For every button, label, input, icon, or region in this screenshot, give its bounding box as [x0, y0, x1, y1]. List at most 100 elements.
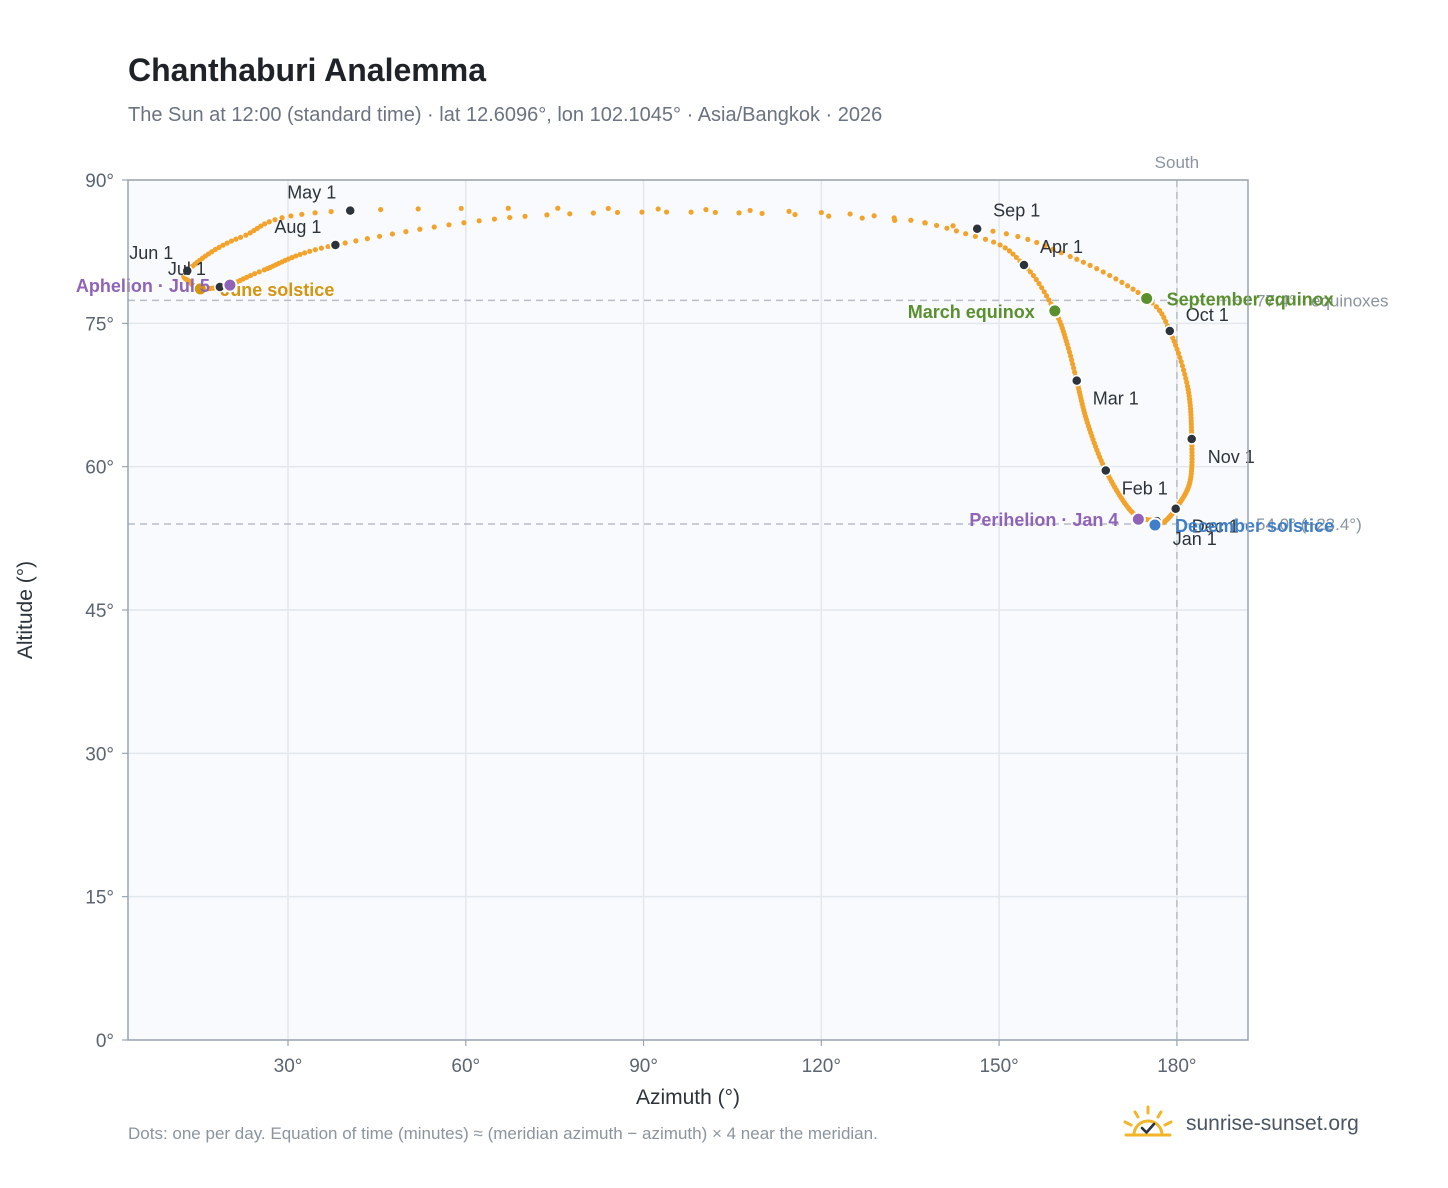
- daily-sun-dot: [507, 214, 513, 221]
- daily-sun-dot: [1184, 379, 1190, 386]
- daily-sun-dot: [1130, 286, 1136, 292]
- month-marker: [971, 222, 983, 235]
- x-tick-label: 120°: [802, 1056, 841, 1077]
- daily-sun-dot: [1100, 269, 1106, 275]
- daily-sun-dot: [1046, 297, 1052, 303]
- event-label: Perihelion · Jan 4: [969, 510, 1118, 530]
- daily-sun-dot: [1181, 367, 1187, 373]
- daily-sun-dot: [759, 210, 765, 217]
- daily-sun-dot: [1033, 276, 1039, 283]
- daily-sun-dot: [376, 233, 383, 239]
- month-marker-label: Apr 1: [1040, 237, 1083, 257]
- daily-sun-dot: [736, 210, 742, 216]
- month-marker-label: May 1: [287, 183, 336, 203]
- daily-sun-dot: [972, 233, 979, 239]
- daily-sun-dot: [243, 232, 249, 238]
- daily-sun-dot: [1067, 253, 1073, 260]
- daily-sun-dot: [247, 272, 254, 279]
- event-label: March equinox: [908, 302, 1035, 322]
- daily-sun-dot: [1174, 346, 1180, 352]
- daily-sun-dot: [299, 211, 305, 217]
- daily-sun-dot: [293, 253, 299, 259]
- daily-sun-dot: [446, 222, 452, 228]
- daily-sun-dot: [505, 205, 511, 211]
- daily-sun-dot: [1175, 350, 1182, 356]
- daily-sun-dot: [224, 240, 230, 246]
- daily-sun-dot: [233, 236, 239, 242]
- daily-sun-dot: [1177, 354, 1183, 361]
- x-tick-label: 30°: [274, 1056, 303, 1077]
- daily-sun-dot: [712, 209, 718, 216]
- daily-sun-dot: [325, 243, 331, 250]
- daily-sun-dot: [1039, 285, 1045, 291]
- event-markers: March equinox September equinox June solst…: [76, 276, 1334, 536]
- daily-sun-dot: [922, 220, 928, 226]
- daily-sun-dot: [747, 207, 753, 214]
- daily-sun-dot: [1034, 239, 1040, 246]
- daily-sun-dot: [417, 226, 423, 232]
- daily-sun-dot: [826, 213, 832, 219]
- daily-sun-dot: [703, 207, 709, 213]
- daily-sun-dot: [491, 216, 498, 222]
- daily-sun-dot: [991, 239, 997, 245]
- month-marker: [329, 239, 342, 251]
- daily-sun-dot: [663, 209, 670, 215]
- daily-sun-dot: [1173, 342, 1179, 348]
- daily-sun-dot: [1002, 245, 1008, 251]
- month-marker: [1070, 374, 1083, 387]
- daily-sun-dot: [302, 250, 308, 256]
- daily-sun-dot: [252, 271, 258, 277]
- reference-line-label: 54.0° (−23.4°): [1256, 515, 1362, 534]
- daily-sun-dot: [378, 206, 384, 213]
- daily-sun-dot: [1183, 375, 1189, 382]
- daily-sun-dot: [1070, 361, 1076, 367]
- axes: 30° 60° 90° 120° 150° 180° 0° 15° 30° 45° 60° 75° 90…: [85, 171, 1196, 1077]
- daily-sun-dot: [555, 205, 561, 211]
- daily-sun-dot: [544, 212, 550, 218]
- event-label: December solstice: [1175, 516, 1334, 536]
- chart-title: Chanthaburi Analemma: [128, 52, 486, 88]
- daily-sun-dot: [431, 224, 437, 230]
- daily-sun-dot: [1071, 365, 1077, 371]
- month-marker-label: Aug 1: [274, 217, 321, 237]
- daily-sun-dot: [1182, 371, 1188, 377]
- daily-sun-dot: [892, 217, 898, 223]
- daily-sun-dot: [1030, 272, 1036, 279]
- month-marker: [1185, 433, 1198, 445]
- daily-sun-dot: [944, 225, 950, 231]
- daily-sun-dot: [403, 229, 409, 235]
- daily-sun-dot: [247, 230, 253, 236]
- daily-sun-dot: [1107, 272, 1113, 279]
- daily-sun-dot: [1050, 246, 1056, 252]
- daily-sun-dot: [590, 210, 596, 216]
- event-label: September equinox: [1167, 289, 1334, 309]
- x-tick-label: 180°: [1157, 1056, 1196, 1077]
- daily-sun-dot: [950, 223, 956, 229]
- month-marker: [344, 204, 356, 217]
- daily-sun-dot: [461, 220, 467, 226]
- month-marker-label: Jun 1: [129, 243, 173, 263]
- daily-sun-dot: [288, 213, 294, 219]
- daily-sun-dot: [614, 209, 621, 216]
- daily-sun-dot: [1010, 251, 1016, 257]
- month-marker-label: Nov 1: [1208, 447, 1255, 467]
- daily-sun-dot: [1161, 314, 1167, 321]
- daily-sun-dot: [272, 217, 278, 223]
- event-marker: [1047, 303, 1063, 319]
- daily-sun-dot: [953, 228, 960, 234]
- daily-sun-dot: [1080, 259, 1087, 265]
- daily-sun-dot: [312, 247, 318, 253]
- daily-sun-dot: [567, 211, 573, 217]
- daily-sun-dot: [982, 236, 989, 242]
- daily-sun-dot: [1067, 353, 1074, 359]
- daily-sun-dot: [908, 217, 914, 223]
- footnote: Dots: one per day. Equation of time (min…: [128, 1124, 878, 1143]
- reference-line-label: 77.4° · equinoxes: [1256, 291, 1389, 310]
- daily-sun-dot: [1069, 357, 1075, 363]
- daily-sun-dot: [1027, 269, 1033, 275]
- daily-sun-dot: [655, 206, 661, 212]
- brand: sunrise-sunset.org: [1120, 1100, 1359, 1148]
- month-marker: [1100, 464, 1112, 477]
- month-marker-label: Jan 1: [1173, 529, 1217, 549]
